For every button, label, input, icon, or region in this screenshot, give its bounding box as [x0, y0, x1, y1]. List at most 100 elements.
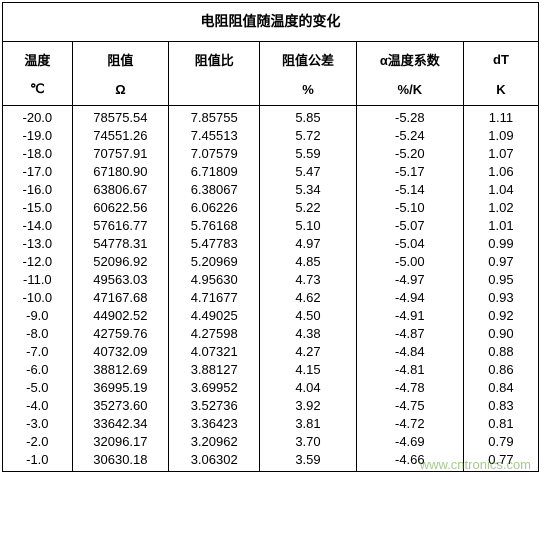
table-row: -9.044902.524.490254.50-4.910.92 [3, 307, 539, 325]
table-row: -8.042759.764.275984.38-4.870.90 [3, 325, 539, 343]
table-cell: 0.93 [463, 289, 538, 307]
table-cell: 0.88 [463, 343, 538, 361]
table-cell: -5.17 [356, 163, 463, 181]
table-body: -20.078575.547.857555.85-5.281.11-19.074… [3, 106, 539, 472]
table-cell: 0.81 [463, 415, 538, 433]
table-row: -10.047167.684.716774.62-4.940.93 [3, 289, 539, 307]
table-cell: -5.24 [356, 127, 463, 145]
table-cell: 57616.77 [72, 217, 168, 235]
table-cell: -8.0 [3, 325, 73, 343]
table-row: -19.074551.267.455135.72-5.241.09 [3, 127, 539, 145]
table-row: -15.060622.566.062265.22-5.101.02 [3, 199, 539, 217]
table-cell: 0.92 [463, 307, 538, 325]
table-cell: 3.88127 [169, 361, 260, 379]
table-cell: -4.84 [356, 343, 463, 361]
table-cell: 3.81 [260, 415, 356, 433]
table-cell: 4.38 [260, 325, 356, 343]
table-cell: 5.34 [260, 181, 356, 199]
table-cell: 7.45513 [169, 127, 260, 145]
table-cell: -4.94 [356, 289, 463, 307]
col-header-alpha: α温度系数 [356, 42, 463, 76]
table-cell: 40732.09 [72, 343, 168, 361]
table-cell: -10.0 [3, 289, 73, 307]
table-cell: 0.90 [463, 325, 538, 343]
table-row: -11.049563.034.956304.73-4.970.95 [3, 271, 539, 289]
table-cell: -5.0 [3, 379, 73, 397]
table-cell: -4.97 [356, 271, 463, 289]
table-cell: 0.95 [463, 271, 538, 289]
table-cell: 7.07579 [169, 145, 260, 163]
table-cell: 33642.34 [72, 415, 168, 433]
table-row: -12.052096.925.209694.85-5.000.97 [3, 253, 539, 271]
table-row: -6.038812.693.881274.15-4.810.86 [3, 361, 539, 379]
table-cell: 0.97 [463, 253, 538, 271]
table-cell: 5.47 [260, 163, 356, 181]
col-header-temp: 温度 [3, 42, 73, 76]
col-header-ratio: 阻值比 [169, 42, 260, 76]
table-cell: -19.0 [3, 127, 73, 145]
table-cell: -4.78 [356, 379, 463, 397]
table-cell: -5.10 [356, 199, 463, 217]
table-cell: -7.0 [3, 343, 73, 361]
table-cell: 3.70 [260, 433, 356, 451]
table-cell: 5.72 [260, 127, 356, 145]
table-cell: -5.20 [356, 145, 463, 163]
table-cell: 32096.17 [72, 433, 168, 451]
table-cell: 3.52736 [169, 397, 260, 415]
table-cell: -5.07 [356, 217, 463, 235]
table-cell: -11.0 [3, 271, 73, 289]
col-unit-dt: K [463, 75, 538, 106]
table-row: -17.067180.906.718095.47-5.171.06 [3, 163, 539, 181]
col-unit-tol: % [260, 75, 356, 106]
table-cell: -12.0 [3, 253, 73, 271]
table-cell: 4.50 [260, 307, 356, 325]
table-cell: 4.04 [260, 379, 356, 397]
table-cell: -4.0 [3, 397, 73, 415]
table-cell: 0.84 [463, 379, 538, 397]
table-cell: -20.0 [3, 106, 73, 127]
table-cell: -9.0 [3, 307, 73, 325]
table-cell: 3.59 [260, 451, 356, 472]
table-cell: 3.36423 [169, 415, 260, 433]
table-cell: -5.14 [356, 181, 463, 199]
table-cell: -1.0 [3, 451, 73, 472]
table-cell: -4.69 [356, 433, 463, 451]
table-cell: 4.85 [260, 253, 356, 271]
table-cell: 54778.31 [72, 235, 168, 253]
table-cell: 3.69952 [169, 379, 260, 397]
table-cell: -4.87 [356, 325, 463, 343]
table-cell: 52096.92 [72, 253, 168, 271]
table-cell: 78575.54 [72, 106, 168, 127]
table-cell: 49563.03 [72, 271, 168, 289]
table-cell: 3.20962 [169, 433, 260, 451]
table-row: -5.036995.193.699524.04-4.780.84 [3, 379, 539, 397]
table-cell: 0.86 [463, 361, 538, 379]
table-cell: 30630.18 [72, 451, 168, 472]
table-row: -16.063806.676.380675.34-5.141.04 [3, 181, 539, 199]
table-cell: 47167.68 [72, 289, 168, 307]
table-cell: -4.75 [356, 397, 463, 415]
table-cell: 5.59 [260, 145, 356, 163]
table-cell: 4.62 [260, 289, 356, 307]
table-cell: 1.02 [463, 199, 538, 217]
table-cell: 67180.90 [72, 163, 168, 181]
table-cell: -5.04 [356, 235, 463, 253]
table-row: -7.040732.094.073214.27-4.840.88 [3, 343, 539, 361]
resistance-table-container: 电阻阻值随温度的变化 温度 阻值 阻值比 阻值公差 α温度系数 dT ℃ Ω %… [0, 0, 541, 474]
col-header-dt: dT [463, 42, 538, 76]
col-unit-ratio [169, 75, 260, 106]
table-cell: -5.28 [356, 106, 463, 127]
table-cell: 1.04 [463, 181, 538, 199]
table-cell: -5.00 [356, 253, 463, 271]
table-cell: 4.95630 [169, 271, 260, 289]
table-cell: -2.0 [3, 433, 73, 451]
table-cell: -6.0 [3, 361, 73, 379]
table-cell: 3.92 [260, 397, 356, 415]
table-cell: 1.11 [463, 106, 538, 127]
table-cell: -4.72 [356, 415, 463, 433]
table-cell: -4.91 [356, 307, 463, 325]
table-row: -13.054778.315.477834.97-5.040.99 [3, 235, 539, 253]
table-cell: 74551.26 [72, 127, 168, 145]
table-cell: -3.0 [3, 415, 73, 433]
table-title: 电阻阻值随温度的变化 [3, 3, 539, 42]
